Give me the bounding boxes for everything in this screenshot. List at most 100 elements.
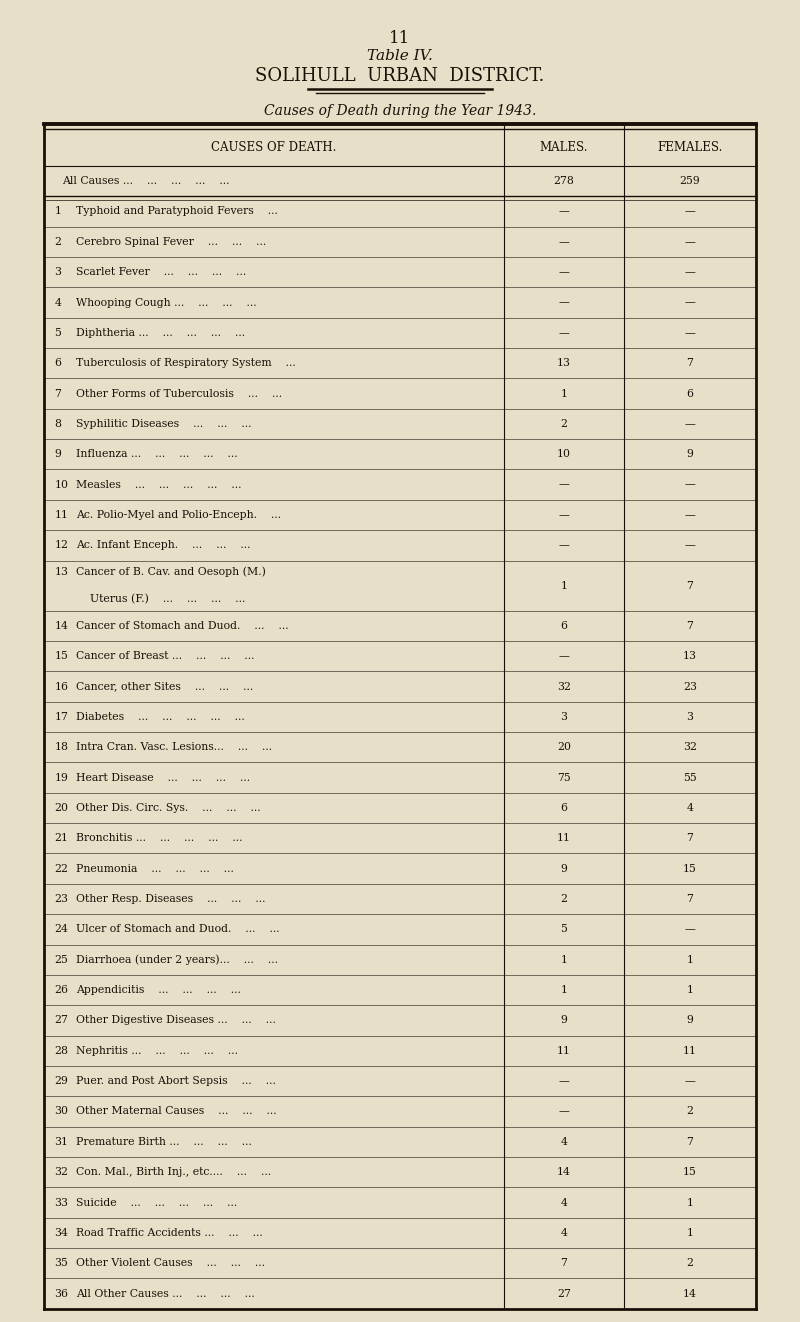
Text: 19: 19: [54, 772, 68, 783]
Text: 8: 8: [54, 419, 62, 428]
Text: —: —: [558, 541, 570, 550]
Text: 7: 7: [561, 1259, 567, 1268]
Text: 28: 28: [54, 1046, 69, 1056]
Text: 3: 3: [686, 711, 694, 722]
Text: 5: 5: [54, 328, 62, 338]
Text: 20: 20: [54, 802, 69, 813]
Text: 7: 7: [686, 580, 694, 591]
Text: 55: 55: [683, 772, 697, 783]
Text: 7: 7: [54, 389, 62, 398]
Text: 1: 1: [54, 206, 62, 217]
Text: 27: 27: [54, 1015, 68, 1026]
Text: —: —: [685, 1076, 695, 1087]
Text: Causes of Death during the Year 1943.: Causes of Death during the Year 1943.: [264, 104, 536, 119]
Text: 9: 9: [561, 863, 567, 874]
Text: Diarrhoea (under 2 years)...    ...    ...: Diarrhoea (under 2 years)... ... ...: [76, 954, 278, 965]
Text: Puer. and Post Abort Sepsis    ...    ...: Puer. and Post Abort Sepsis ... ...: [76, 1076, 276, 1087]
Text: Pneumonia    ...    ...    ...    ...: Pneumonia ... ... ... ...: [76, 863, 234, 874]
Text: Typhoid and Paratyphoid Fevers    ...: Typhoid and Paratyphoid Fevers ...: [76, 206, 278, 217]
Text: 15: 15: [683, 1167, 697, 1177]
Text: 13: 13: [683, 652, 697, 661]
Text: 11: 11: [683, 1046, 697, 1056]
Text: 4: 4: [561, 1198, 567, 1207]
Text: 6: 6: [54, 358, 62, 369]
Text: 9: 9: [54, 449, 62, 459]
Text: 11: 11: [54, 510, 69, 520]
Text: Diabetes    ...    ...    ...    ...    ...: Diabetes ... ... ... ... ...: [76, 711, 245, 722]
Text: 3: 3: [561, 711, 567, 722]
Text: 6: 6: [561, 621, 567, 631]
Text: 2: 2: [686, 1107, 694, 1117]
Text: 12: 12: [54, 541, 69, 550]
Text: SOLIHULL  URBAN  DISTRICT.: SOLIHULL URBAN DISTRICT.: [255, 67, 545, 86]
Text: 17: 17: [54, 711, 68, 722]
Text: 32: 32: [557, 682, 571, 691]
Text: Heart Disease    ...    ...    ...    ...: Heart Disease ... ... ... ...: [76, 772, 250, 783]
Text: —: —: [558, 206, 570, 217]
Text: 75: 75: [557, 772, 571, 783]
Text: —: —: [685, 510, 695, 520]
Text: 2: 2: [54, 237, 62, 247]
Text: Cancer, other Sites    ...    ...    ...: Cancer, other Sites ... ... ...: [76, 682, 254, 691]
Text: 7: 7: [686, 1137, 694, 1146]
Text: 23: 23: [683, 682, 697, 691]
Text: 32: 32: [683, 742, 697, 752]
Text: 13: 13: [557, 358, 571, 369]
Text: 7: 7: [686, 894, 694, 904]
Text: —: —: [685, 328, 695, 338]
Text: 3: 3: [54, 267, 62, 278]
Text: 11: 11: [390, 30, 410, 48]
Text: 32: 32: [54, 1167, 69, 1177]
Text: Cancer of Breast ...    ...    ...    ...: Cancer of Breast ... ... ... ...: [76, 652, 254, 661]
Text: 20: 20: [557, 742, 571, 752]
Text: 2: 2: [561, 894, 567, 904]
Text: 22: 22: [54, 863, 69, 874]
Text: 18: 18: [54, 742, 69, 752]
Text: Appendicitis    ...    ...    ...    ...: Appendicitis ... ... ... ...: [76, 985, 241, 995]
Text: 36: 36: [54, 1289, 69, 1298]
Text: —: —: [558, 510, 570, 520]
Text: 7: 7: [686, 358, 694, 369]
Text: Road Traffic Accidents ...    ...    ...: Road Traffic Accidents ... ... ...: [76, 1228, 262, 1237]
Text: 1: 1: [686, 1198, 694, 1207]
Text: 9: 9: [561, 1015, 567, 1026]
Text: Syphilitic Diseases    ...    ...    ...: Syphilitic Diseases ... ... ...: [76, 419, 251, 428]
Text: —: —: [558, 480, 570, 489]
Text: 30: 30: [54, 1107, 69, 1117]
Text: All Other Causes ...    ...    ...    ...: All Other Causes ... ... ... ...: [76, 1289, 254, 1298]
Text: All Causes ...    ...    ...    ...    ...: All Causes ... ... ... ... ...: [62, 176, 229, 186]
Text: Other Resp. Diseases    ...    ...    ...: Other Resp. Diseases ... ... ...: [76, 894, 266, 904]
Text: 1: 1: [686, 985, 694, 995]
Text: Ac. Infant Enceph.    ...    ...    ...: Ac. Infant Enceph. ... ... ...: [76, 541, 250, 550]
Text: 1: 1: [561, 954, 567, 965]
Text: 7: 7: [686, 833, 694, 843]
Text: —: —: [558, 237, 570, 247]
Text: 4: 4: [561, 1137, 567, 1146]
Text: 2: 2: [561, 419, 567, 428]
Text: Other Violent Causes    ...    ...    ...: Other Violent Causes ... ... ...: [76, 1259, 265, 1268]
Text: Other Maternal Causes    ...    ...    ...: Other Maternal Causes ... ... ...: [76, 1107, 277, 1117]
Text: 14: 14: [683, 1289, 697, 1298]
Text: Nephritis ...    ...    ...    ...    ...: Nephritis ... ... ... ... ...: [76, 1046, 238, 1056]
Text: 5: 5: [561, 924, 567, 935]
Text: Ulcer of Stomach and Duod.    ...    ...: Ulcer of Stomach and Duod. ... ...: [76, 924, 280, 935]
Text: 278: 278: [554, 176, 574, 186]
Text: 2: 2: [686, 1259, 694, 1268]
Text: Bronchitis ...    ...    ...    ...    ...: Bronchitis ... ... ... ... ...: [76, 833, 242, 843]
Text: 29: 29: [54, 1076, 68, 1087]
Text: CAUSES OF DEATH.: CAUSES OF DEATH.: [211, 141, 337, 153]
Text: 21: 21: [54, 833, 69, 843]
Text: Influenza ...    ...    ...    ...    ...: Influenza ... ... ... ... ...: [76, 449, 238, 459]
Text: 1: 1: [561, 985, 567, 995]
Text: 13: 13: [54, 567, 69, 576]
Text: 24: 24: [54, 924, 68, 935]
Text: 11: 11: [557, 833, 571, 843]
Text: 259: 259: [680, 176, 700, 186]
Text: 35: 35: [54, 1259, 68, 1268]
Text: 33: 33: [54, 1198, 69, 1207]
Text: Ac. Polio-Myel and Polio-Enceph.    ...: Ac. Polio-Myel and Polio-Enceph. ...: [76, 510, 281, 520]
Text: Cancer of Stomach and Duod.    ...    ...: Cancer of Stomach and Duod. ... ...: [76, 621, 289, 631]
Text: —: —: [558, 328, 570, 338]
Text: FEMALES.: FEMALES.: [658, 141, 722, 153]
Text: Table IV.: Table IV.: [367, 49, 433, 63]
